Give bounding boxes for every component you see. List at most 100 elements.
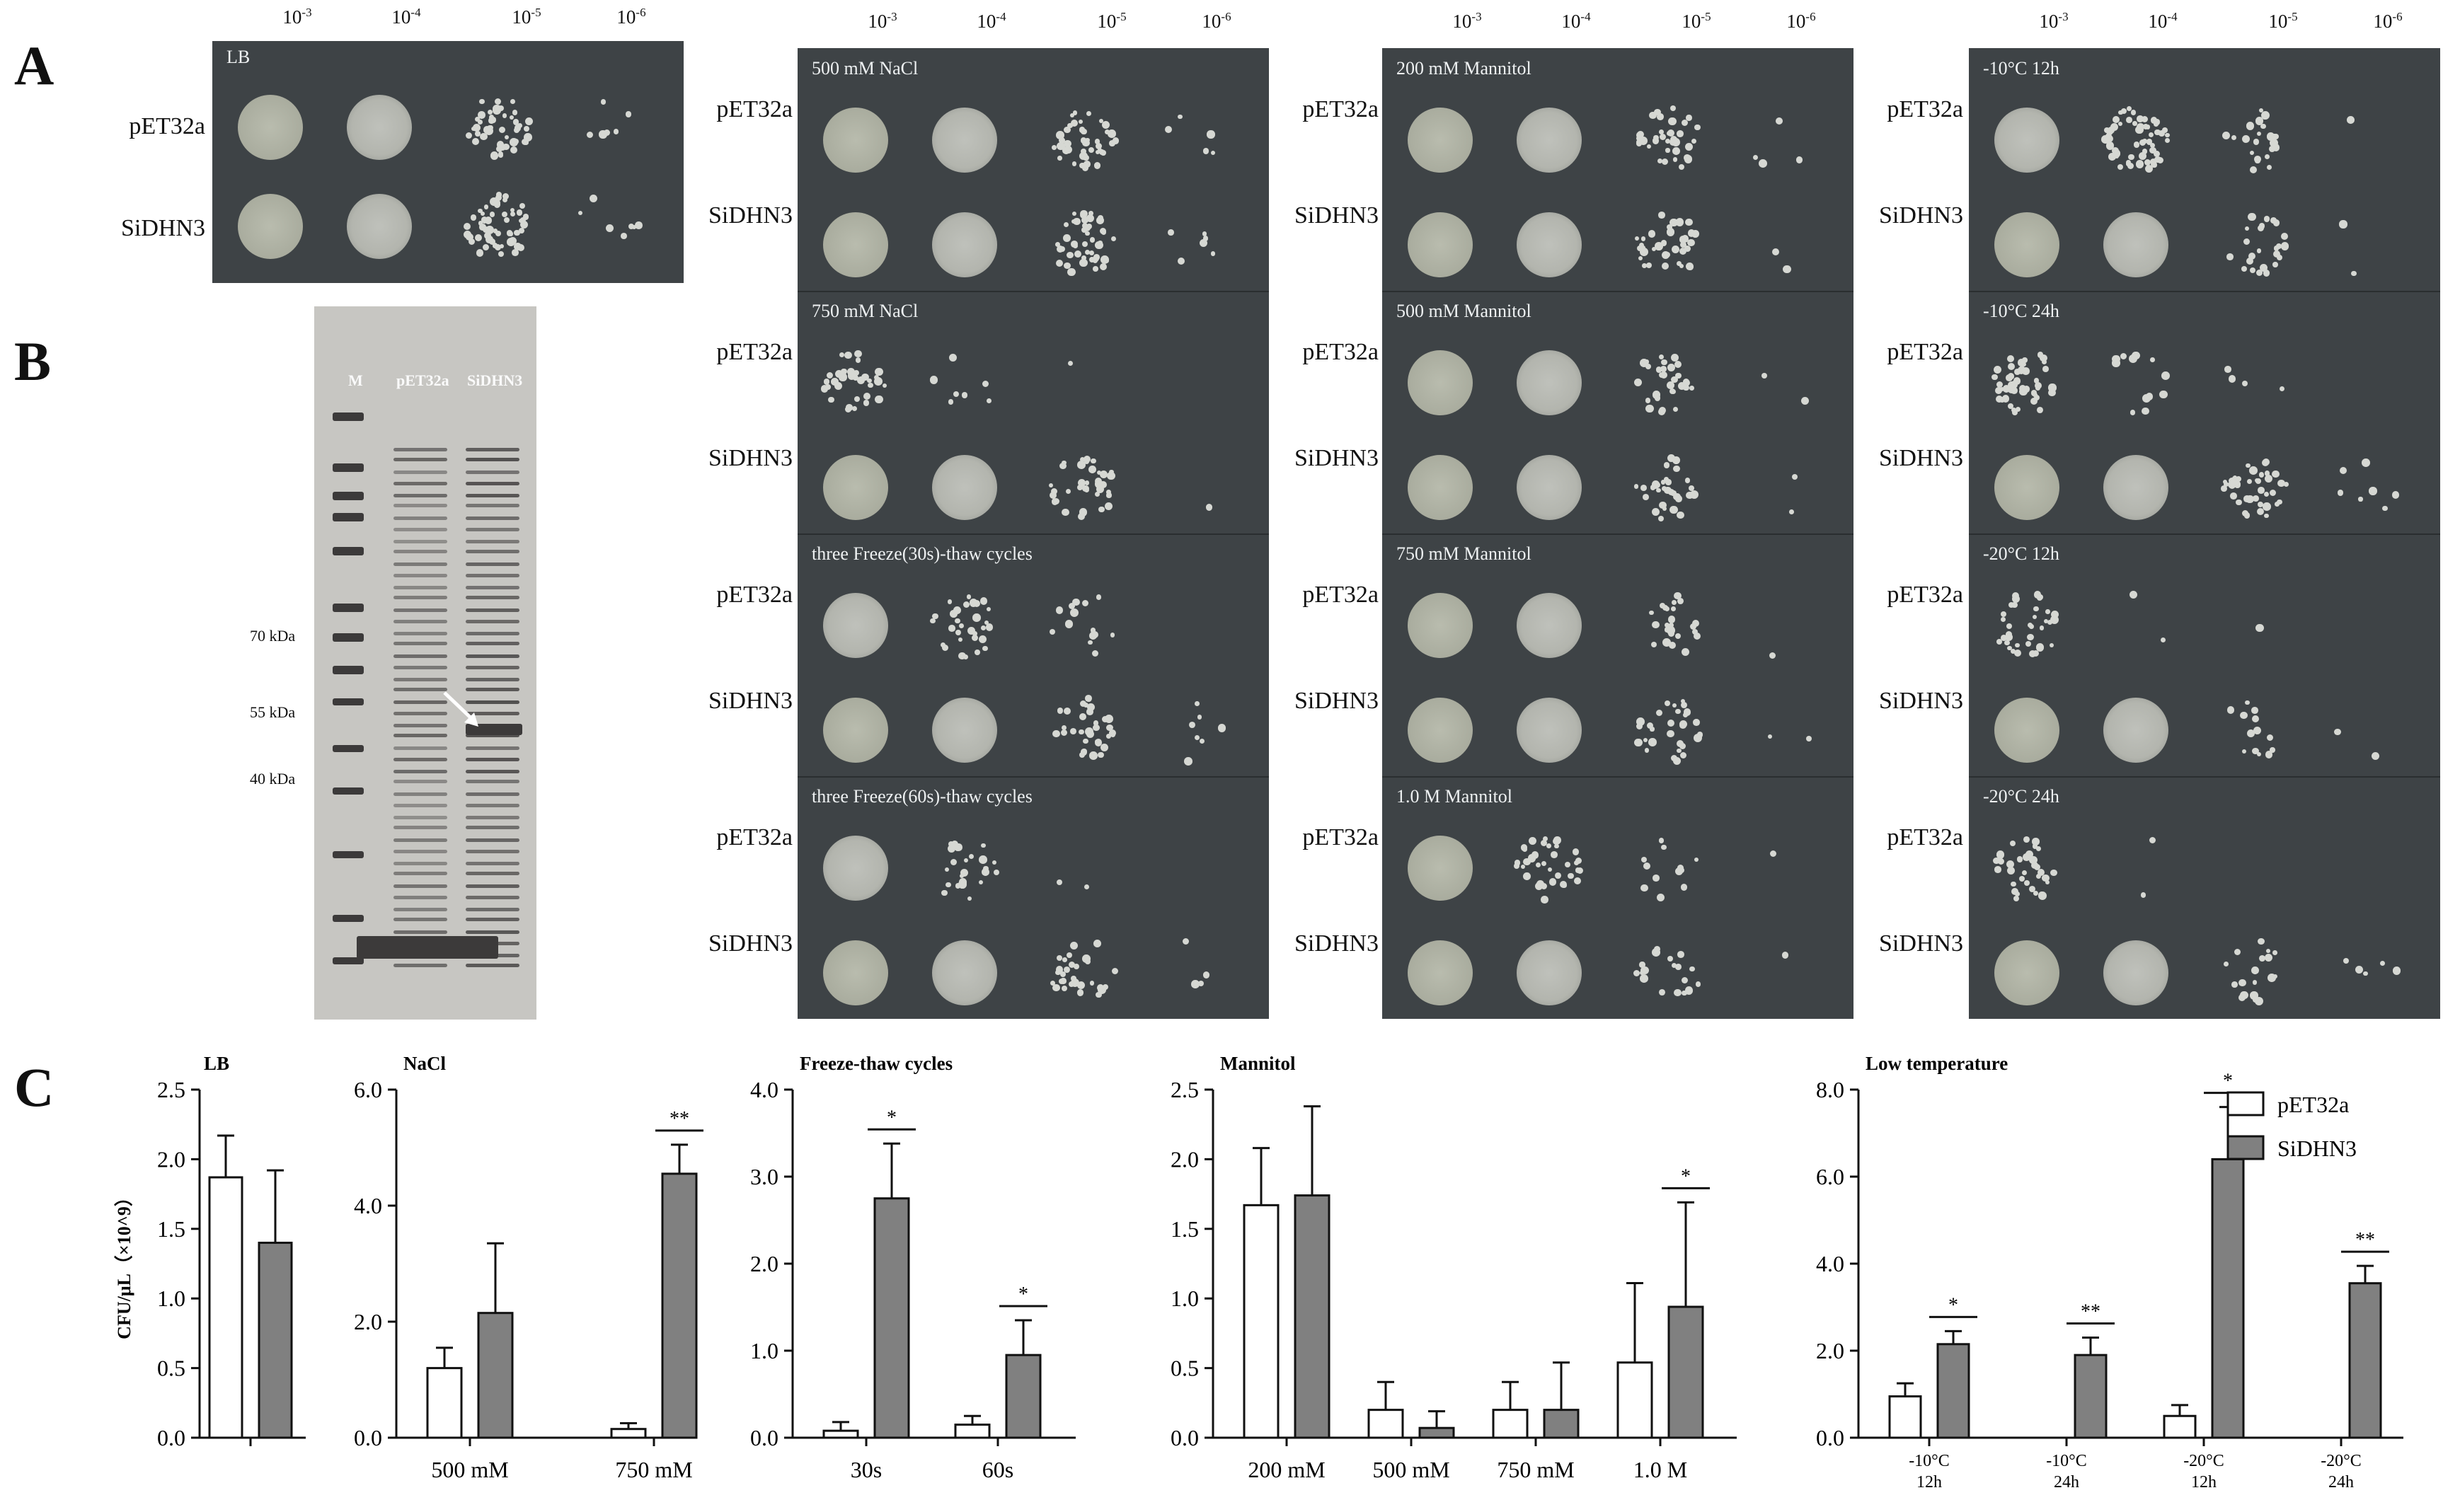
plate-condition-label: three Freeze(30s)-thaw cycles [812,543,1033,564]
colony [955,629,962,636]
colony [840,368,847,375]
colony [480,211,485,217]
colony [1551,850,1558,858]
x-tick-label: 750 mM [615,1457,692,1482]
protein-band [466,884,519,888]
colony [625,111,632,117]
row-label-control: pET32a [1302,582,1379,608]
colony [1072,110,1077,115]
colony [2276,499,2282,505]
colony [1657,158,1663,164]
colony [820,385,829,393]
colony [2248,213,2256,221]
colony [2047,619,2053,625]
colony [2007,386,2016,394]
colony [1177,257,1185,265]
row-label-control: pET32a [1887,96,1963,122]
colony-spot [1408,350,1473,415]
colony [1675,708,1681,715]
colony-spot [1408,940,1473,1005]
colony [2021,362,2027,367]
colony [2351,270,2357,277]
colony [950,858,957,865]
colony [1086,708,1093,716]
bar-transgenic [477,1312,514,1439]
colony [1996,639,2003,645]
colony [1069,728,1076,734]
colony [1084,224,1091,232]
chart-title: Mannitol [1220,1054,1296,1074]
colony [955,845,961,851]
colony-spot [823,108,888,173]
colony [2236,499,2242,505]
colony [2107,126,2115,134]
protein-band [393,688,447,691]
protein-band [466,471,519,474]
colony [1576,867,1583,875]
colony [2272,470,2280,478]
colony [1070,119,1079,127]
legend-swatch [2226,1135,2265,1160]
colony [1062,508,1069,516]
colony [2240,991,2248,1000]
colony [1658,212,1665,219]
colony [2363,971,2368,976]
marker-band [333,915,364,922]
colony [2128,154,2134,161]
colony [1994,866,2001,873]
colony [2275,502,2280,507]
colony [2258,472,2265,478]
colony [1210,150,1216,155]
colony [2048,383,2057,392]
colony [1668,117,1677,126]
colony [981,843,986,848]
colony [1060,971,1067,977]
marker-band [333,412,364,421]
colony [502,197,508,203]
colony [2145,125,2151,129]
colony [1514,863,1520,870]
colony [2258,487,2265,494]
colony [1662,637,1671,647]
colony [944,867,950,872]
colony [2045,879,2050,885]
colony [1052,729,1060,738]
y-tick-label: 0.0 [1171,1425,1199,1450]
colony [2033,378,2040,384]
colony [2112,115,2120,123]
colony [2238,979,2246,987]
colony [1759,158,1768,168]
colony [1078,478,1086,487]
colony [866,378,872,383]
colony [1671,376,1679,383]
colony [1676,260,1682,266]
colony-spot [932,108,997,173]
y-tick-label: 1.5 [157,1216,185,1242]
colony [2154,156,2161,163]
colony [852,405,857,411]
colony [1064,139,1071,148]
colony [1049,483,1054,488]
plate-condition-label: -20°C 24h [1983,786,2059,807]
colony [475,131,481,137]
colony [2273,133,2280,139]
row-label-control: pET32a [1887,582,1963,608]
colony [1662,506,1667,511]
gel-lane-label-marker: M [348,371,363,389]
protein-band [466,550,519,553]
colony [1684,986,1694,996]
colony [1769,652,1776,659]
y-axis-label: CFU/μL（×10^9） [114,1188,134,1339]
colony [1752,154,1759,161]
colony [1667,363,1676,371]
colony [1679,263,1684,269]
bar-charts: 0.0 0.5 1.0 1.5 2.0 2.5 LB CFU/μL（×10^9） 0.0 2.0 4… [114,1054,2403,1491]
colony [2161,371,2170,380]
colony [1081,255,1087,261]
chart-title: NaCl [403,1054,446,1074]
colony [1088,211,1093,216]
colony [2146,139,2152,145]
colony [523,125,530,132]
colony [1687,238,1695,247]
colony [985,623,994,631]
